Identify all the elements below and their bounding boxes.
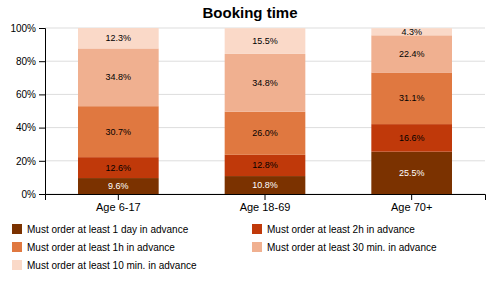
x-axis: Age 6-17 Age 18-69 Age 70+ bbox=[46, 194, 486, 213]
data-label: 12.6% bbox=[106, 163, 132, 173]
y-tick-mark bbox=[39, 194, 45, 195]
y-tick: 80% bbox=[16, 56, 45, 67]
x-tick-label: Age 18-69 bbox=[240, 201, 291, 213]
y-tick-label: 20% bbox=[16, 156, 36, 167]
bar bbox=[225, 28, 306, 54]
data-labels: 9.6% 10.8% 25.5% 12.6% 12.8% 16.6% 30.7% 26.0% 3… bbox=[106, 27, 425, 191]
data-label: 16.6% bbox=[399, 133, 425, 143]
legend-label: Must order at least 30 min. in advance bbox=[267, 242, 437, 253]
legend-item: Must order at least 2h in advance bbox=[252, 224, 415, 235]
y-axis-line bbox=[39, 29, 46, 195]
legend-label: Must order at least 2h in advance bbox=[267, 224, 415, 235]
legend-item: Must order at least 30 min. in advance bbox=[252, 242, 437, 253]
x-tick-mark bbox=[118, 194, 119, 200]
data-label: 30.7% bbox=[106, 127, 132, 137]
bar bbox=[78, 106, 159, 157]
bar bbox=[78, 48, 159, 106]
x-tick-label: Age 70+ bbox=[391, 201, 432, 213]
y-tick-mark bbox=[39, 94, 45, 95]
legend-swatch bbox=[252, 224, 262, 234]
data-label: 12.3% bbox=[106, 33, 132, 43]
y-tick-label: 40% bbox=[16, 122, 36, 133]
y-tick: 0% bbox=[22, 189, 45, 200]
bar bbox=[225, 176, 306, 194]
data-label: 15.5% bbox=[252, 36, 278, 46]
bar bbox=[78, 28, 159, 48]
y-tick-mark bbox=[39, 61, 45, 62]
plot: 9.6% 10.8% 25.5% 12.6% 12.8% 16.6% 30.7% 26.0% 3… bbox=[10, 23, 485, 213]
data-label: 4.3% bbox=[401, 27, 422, 37]
y-tick: 60% bbox=[16, 89, 45, 100]
x-axis-line bbox=[46, 195, 486, 201]
y-tick-mark bbox=[39, 28, 45, 29]
legend-label: Must order at least 10 min. in advance bbox=[27, 260, 197, 271]
chart: Booking time 9.6% 10.8% 25.5% 12.6% 12.8% 16.6… bbox=[0, 0, 500, 284]
x-tick-mark bbox=[411, 194, 412, 200]
legend-label: Must order at least 1 day in advance bbox=[27, 224, 189, 235]
bar bbox=[225, 112, 306, 155]
data-label: 9.6% bbox=[108, 181, 129, 191]
bar bbox=[371, 72, 452, 124]
data-label: 26.0% bbox=[252, 128, 278, 138]
y-tick-mark bbox=[39, 128, 45, 129]
y-tick: 40% bbox=[16, 122, 45, 133]
y-tick: 20% bbox=[16, 156, 45, 167]
legend-swatch bbox=[12, 260, 22, 270]
grid bbox=[45, 28, 485, 194]
bar bbox=[371, 35, 452, 72]
bar bbox=[371, 124, 452, 152]
bars bbox=[78, 28, 452, 194]
x-tick-label: Age 6-17 bbox=[96, 201, 141, 213]
legend-item: Must order at least 1 day in advance bbox=[12, 224, 189, 235]
y-tick: 100% bbox=[10, 23, 45, 34]
data-label: 22.4% bbox=[399, 49, 425, 59]
data-label: 10.8% bbox=[252, 180, 278, 190]
legend-swatch bbox=[252, 242, 262, 252]
bar bbox=[78, 157, 159, 178]
y-tick-label: 80% bbox=[16, 56, 36, 67]
legend-swatch bbox=[12, 224, 22, 234]
legend-item: Must order at least 1h in advance bbox=[12, 242, 175, 253]
data-label: 25.5% bbox=[399, 168, 425, 178]
y-tick-label: 60% bbox=[16, 89, 36, 100]
y-tick-mark bbox=[39, 161, 45, 162]
x-tick: Age 18-69 bbox=[240, 194, 291, 213]
title: Booking time bbox=[202, 4, 297, 21]
x-tick: Age 6-17 bbox=[96, 194, 141, 213]
legend-swatch bbox=[12, 242, 22, 252]
legend-item: Must order at least 10 min. in advance bbox=[12, 260, 197, 271]
bar bbox=[78, 178, 159, 194]
data-label: 12.8% bbox=[252, 160, 278, 170]
data-label: 34.8% bbox=[252, 78, 278, 88]
x-tick: Age 70+ bbox=[391, 194, 432, 213]
data-label: 31.1% bbox=[399, 93, 425, 103]
bar bbox=[225, 155, 306, 176]
bar bbox=[225, 54, 306, 112]
y-tick-label: 100% bbox=[10, 23, 36, 34]
data-label: 34.8% bbox=[106, 72, 132, 82]
x-tick-mark bbox=[265, 194, 266, 200]
y-tick-label: 0% bbox=[22, 189, 37, 200]
legend: Must order at least 1 day in advance Must… bbox=[12, 224, 437, 271]
bar bbox=[371, 152, 452, 194]
y-axis: 0% 20% 40% 60% 80% 100% bbox=[10, 23, 45, 200]
legend-label: Must order at least 1h in advance bbox=[27, 242, 175, 253]
